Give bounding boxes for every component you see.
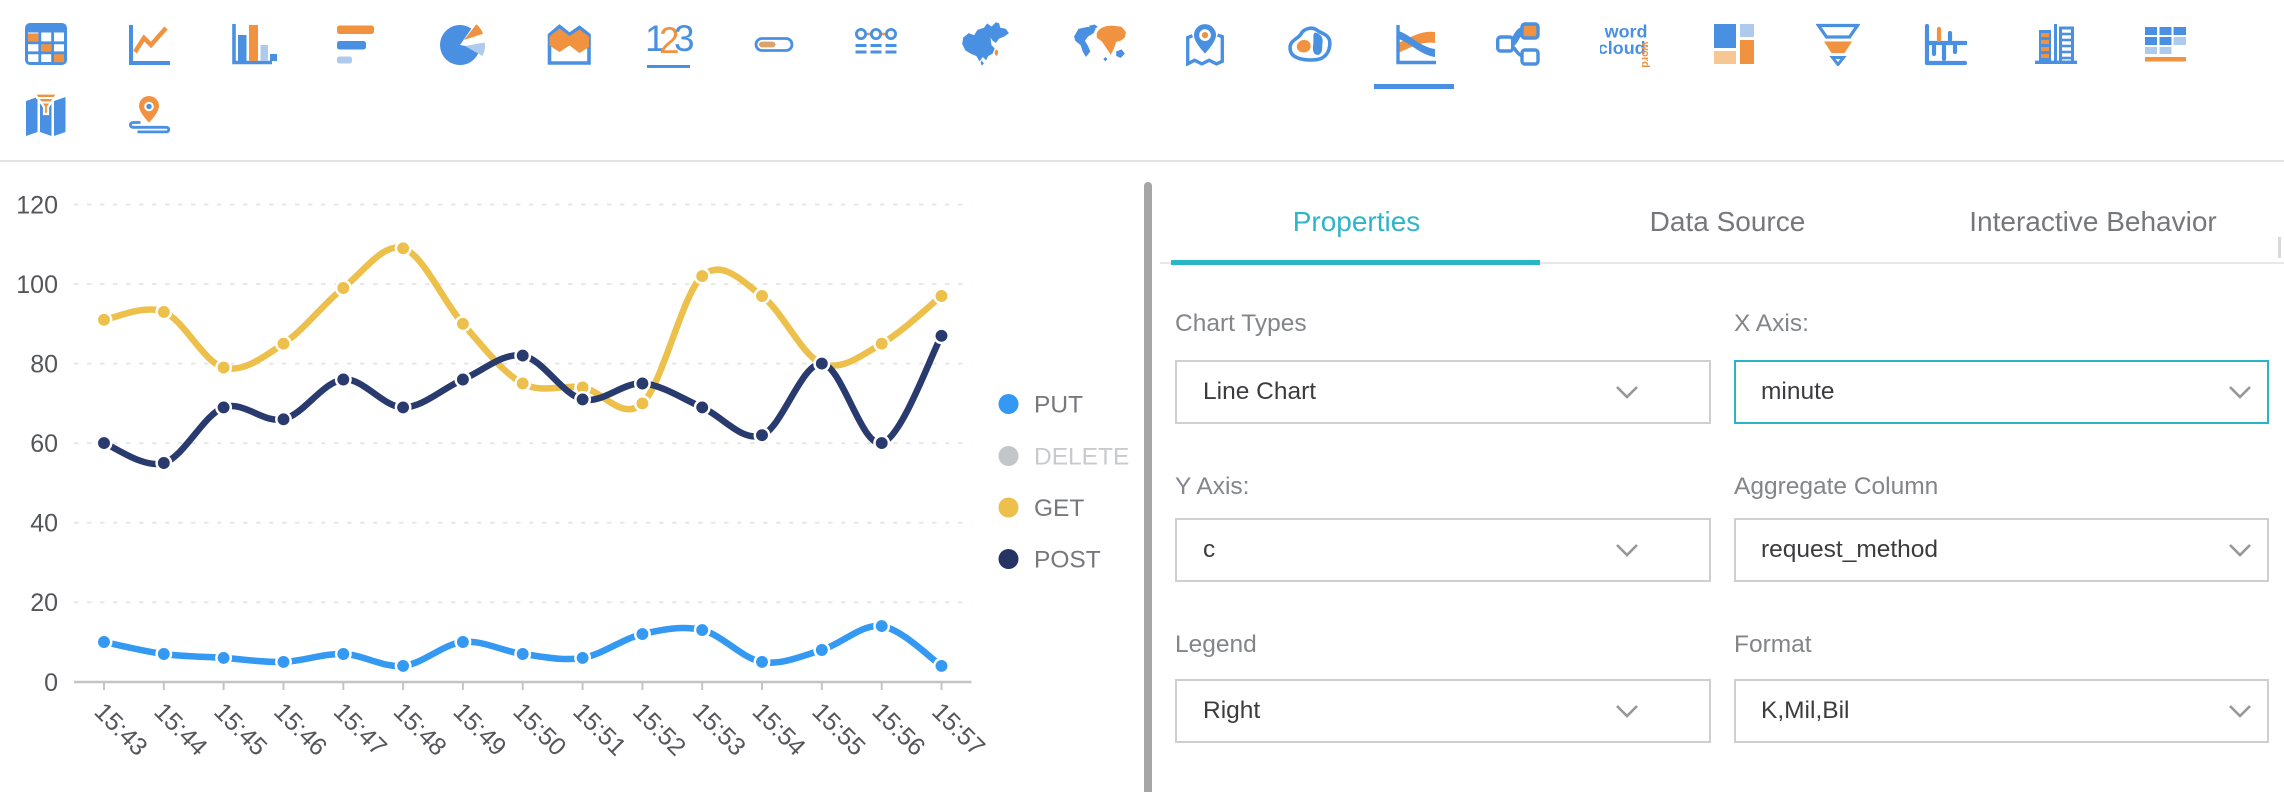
svg-text:15:54: 15:54 [747,697,811,761]
svg-text:100: 100 [16,271,58,299]
svg-text:15:53: 15:53 [687,697,751,761]
svg-text:0: 0 [44,669,58,697]
svg-text:15:43: 15:43 [89,697,153,761]
svg-text:15:56: 15:56 [866,697,930,761]
svg-text:cloud: cloud [1600,38,1646,58]
svg-text:15:47: 15:47 [328,697,392,761]
svg-text:15:52: 15:52 [627,697,691,761]
svg-text:15:55: 15:55 [807,697,871,761]
svg-text:word: word [1604,21,1648,41]
svg-text:40: 40 [30,510,58,538]
svg-text:15:51: 15:51 [567,697,631,761]
svg-text:15:49: 15:49 [448,697,512,761]
svg-text:15:48: 15:48 [388,697,452,761]
svg-text:15:45: 15:45 [208,697,272,761]
svg-text:15:57: 15:57 [926,697,990,761]
svg-text:15:46: 15:46 [268,697,332,761]
svg-text:1: 1 [646,20,666,59]
svg-text:20: 20 [30,589,58,617]
svg-text:2: 2 [659,20,680,61]
svg-text:DELETE: DELETE [1034,444,1129,471]
svg-text:15:44: 15:44 [149,697,213,761]
svg-text:60: 60 [30,430,58,458]
svg-text:PUT: PUT [1034,392,1083,419]
svg-text:word: word [1639,41,1650,68]
svg-text:GET: GET [1034,495,1084,522]
svg-text:80: 80 [30,351,58,379]
svg-text:3: 3 [674,20,694,59]
svg-text:15:50: 15:50 [507,697,571,761]
svg-text:120: 120 [16,192,58,220]
svg-text:POST: POST [1034,547,1101,574]
